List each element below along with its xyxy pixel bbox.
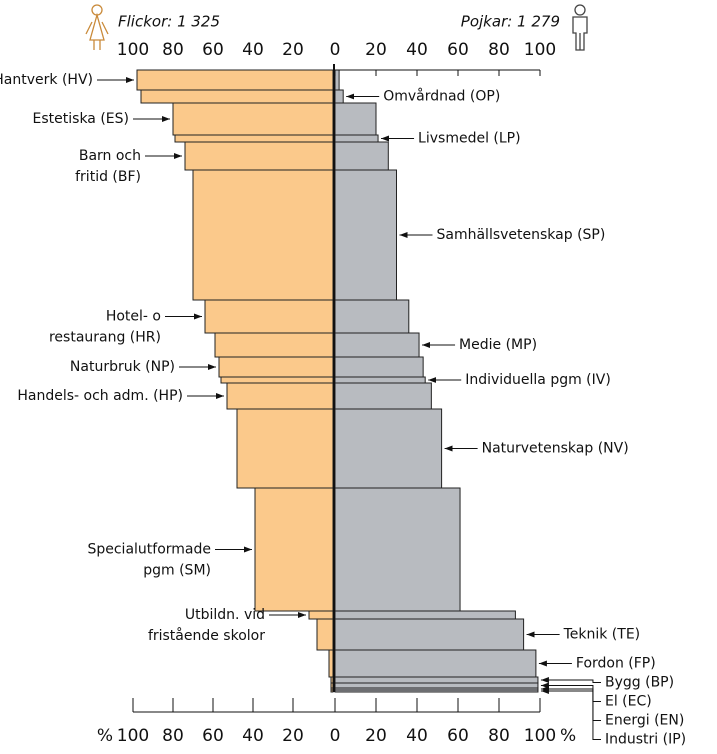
program-label: Livsmedel (LP): [418, 131, 521, 147]
girls-title: Flickor: 1 325: [118, 13, 220, 31]
x-tick-label: 100: [117, 40, 149, 60]
boys-bar: [334, 134, 379, 143]
program-label: Industri (IP): [605, 732, 686, 748]
x-tick-label: 80: [488, 726, 510, 746]
girls-bar: [308, 610, 334, 620]
program-label: Estetiska (ES): [33, 111, 129, 127]
boys-bar: [334, 332, 420, 358]
girls-bar: [184, 141, 334, 171]
program-label: fritid (BF): [75, 169, 141, 185]
girl-icon: [85, 4, 109, 50]
program-label: El (EC): [605, 694, 652, 710]
program-label: restaurang (HR): [49, 330, 161, 346]
x-tick-label: 0: [330, 726, 341, 746]
x-tick-label: 20: [365, 726, 387, 746]
x-unit: %: [97, 726, 113, 746]
boys-bar: [334, 299, 410, 334]
program-label: Naturvetenskap (NV): [482, 441, 629, 457]
program-label: pgm (SM): [143, 563, 211, 579]
label-arrow: [540, 677, 601, 683]
x-tick-label: 100: [524, 726, 556, 746]
program-label: Samhällsvetenskap (SP): [437, 227, 606, 243]
label-arrow: [540, 686, 601, 721]
x-tick-label: 20: [282, 40, 304, 60]
boys-title: Pojkar: 1 279: [461, 13, 560, 31]
boy-icon: [572, 4, 588, 51]
boys-bar: [334, 69, 340, 91]
girls-bar: [174, 134, 334, 143]
boys-bar: [334, 382, 432, 410]
x-tick-label: 40: [406, 726, 428, 746]
girls-bar: [136, 69, 334, 91]
girls-bar: [220, 376, 334, 384]
girls-bar: [204, 299, 334, 334]
girls-bar: [254, 487, 334, 612]
boys-bar: [334, 682, 539, 689]
x-tick-label: 40: [406, 40, 428, 60]
program-label: Individuella pgm (IV): [465, 372, 611, 388]
x-tick-label: 80: [488, 40, 510, 60]
boys-bar: [334, 408, 443, 489]
girls-bar: [330, 682, 334, 689]
program-label: Energi (EN): [605, 713, 684, 729]
girls-bar: [236, 408, 334, 489]
program-label: Naturbruk (NP): [70, 359, 175, 375]
girls-bar: [226, 382, 334, 410]
x-tick-label: 80: [162, 40, 184, 60]
boys-bar: [334, 141, 389, 171]
x-tick-label: 60: [447, 40, 469, 60]
boys-bar: [334, 169, 397, 301]
girls-bar: [214, 332, 334, 358]
program-label: Hotel- o: [106, 309, 161, 325]
program-label: Teknik (TE): [563, 627, 641, 643]
boys-bar: [334, 89, 344, 104]
program-label: fristående skolor: [148, 627, 265, 644]
boys-bar: [334, 689, 539, 693]
program-label: Specialutformade: [87, 542, 211, 558]
x-tick-label: 60: [202, 726, 224, 746]
label-arrow: [540, 688, 601, 740]
x-tick-label: 40: [242, 726, 264, 746]
program-label: Omvårdnad (OP): [383, 88, 500, 105]
boys-bar: [334, 618, 525, 651]
x-tick-label: 40: [242, 40, 264, 60]
x-tick-label: 0: [330, 40, 341, 60]
boys-bar: [334, 102, 377, 136]
x-tick-label: 20: [282, 726, 304, 746]
boys-bar: [334, 676, 539, 684]
girls-bar: [218, 356, 334, 378]
x-unit: %: [560, 726, 576, 746]
program-label: Utbildn. vid: [185, 607, 265, 623]
girls-bar: [316, 618, 334, 651]
x-tick-label: 80: [162, 726, 184, 746]
boys-bar: [334, 356, 424, 378]
program-label: Hantverk (HV): [0, 72, 93, 88]
x-tick-label: 60: [202, 40, 224, 60]
girls-bar: [192, 169, 334, 301]
girls-bar: [330, 676, 334, 684]
program-label: Medie (MP): [459, 337, 537, 353]
program-label: Barn och: [79, 148, 141, 164]
x-tick-label: 20: [365, 40, 387, 60]
program-label: Fordon (FP): [576, 656, 656, 672]
x-tick-label: 100: [117, 726, 149, 746]
program-label: Bygg (BP): [605, 675, 674, 691]
girls-bar: [140, 89, 334, 104]
boys-bar: [334, 649, 537, 678]
x-tick-label: 60: [447, 726, 469, 746]
boys-bar: [334, 376, 426, 384]
girls-bar: [172, 102, 334, 136]
x-tick-label: 100: [524, 40, 556, 60]
program-label: Handels- och adm. (HP): [17, 388, 183, 404]
boys-bar: [334, 610, 516, 620]
girls-bar: [330, 689, 334, 693]
boys-bar: [334, 487, 461, 612]
girls-bar: [328, 649, 334, 678]
label-arrow: [540, 682, 601, 702]
